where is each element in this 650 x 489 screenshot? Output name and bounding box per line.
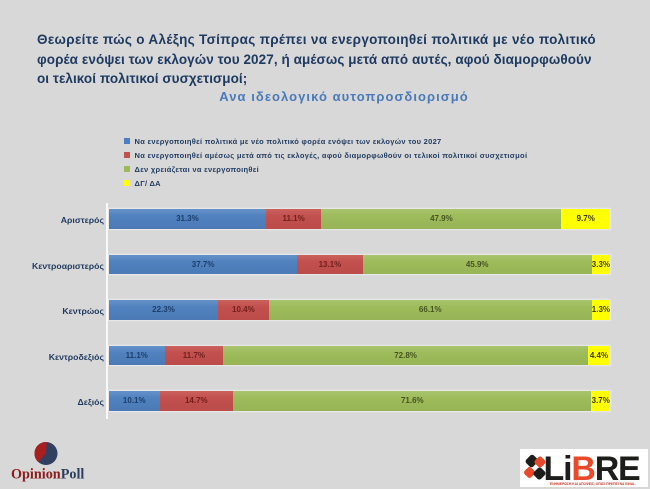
svg-text:OpinionPoll: OpinionPoll (11, 467, 84, 483)
svg-text:LiBRE: LiBRE (544, 450, 641, 487)
svg-text:ΕΝΗΜΕΡΩΣΗ ΚΑΙ ΑΠΟΨΕΙΣ, ΟΠΩΣ ΠΡ: ΕΝΗΜΕΡΩΣΗ ΚΑΙ ΑΠΟΨΕΙΣ, ΟΠΩΣ ΠΡΕΠΕΙ ΝΑ ΕΙ… (550, 482, 636, 486)
